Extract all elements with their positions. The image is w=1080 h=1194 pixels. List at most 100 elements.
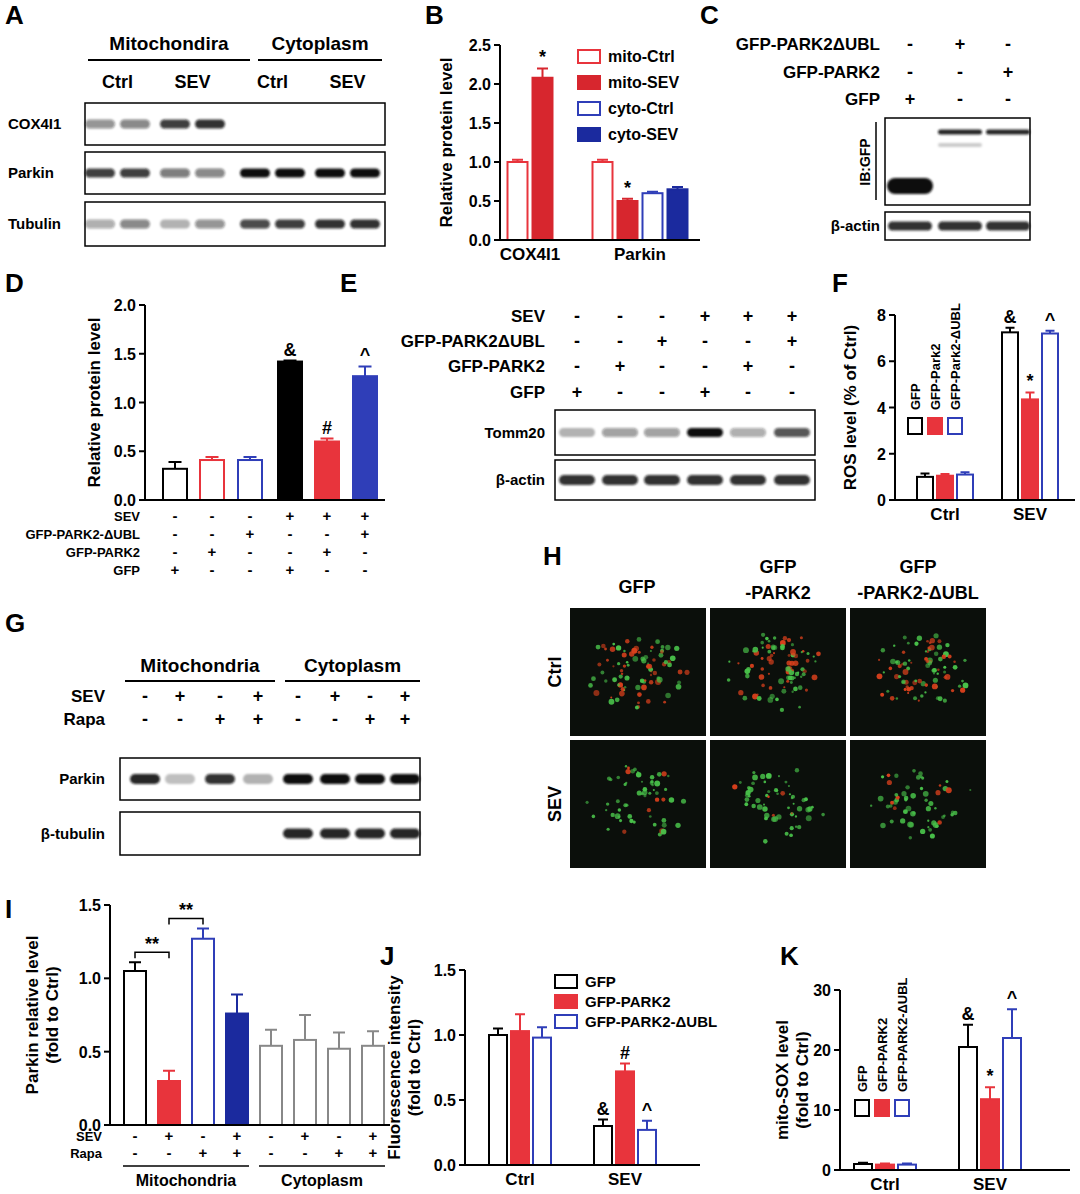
micrograph-signal <box>793 803 795 805</box>
x-axis <box>145 499 385 501</box>
micrograph-signal <box>604 648 607 651</box>
micrograph-signal <box>931 820 936 825</box>
error-bar <box>1026 392 1035 399</box>
condition-sign: - <box>907 34 913 54</box>
column-label: Ctrl <box>257 72 288 92</box>
micrograph-signal <box>960 688 965 693</box>
legend-label: mito-SEV <box>608 74 679 91</box>
micrograph-signal <box>644 679 646 681</box>
micrograph-signal <box>667 663 672 668</box>
tick <box>889 407 895 409</box>
category-label: SEV <box>608 1170 643 1189</box>
micrograph-signal <box>732 784 737 789</box>
condition-sign: - <box>173 525 178 542</box>
legend-label: GFP <box>908 383 923 410</box>
micrograph-signal <box>609 778 612 781</box>
micrograph-signal <box>801 651 803 653</box>
error-bar <box>321 439 334 442</box>
tick <box>494 239 500 241</box>
tick-label: 0.5 <box>469 193 491 210</box>
condition-sign: + <box>787 306 798 326</box>
legend-label: GFP-PARK2 <box>875 1018 890 1092</box>
tick-label: 0.0 <box>114 492 136 509</box>
column-group: Mitochondira <box>109 33 229 54</box>
micrograph-signal <box>646 699 651 704</box>
micrograph-signal <box>738 690 743 695</box>
tick-label: 4 <box>877 400 886 417</box>
condition-sign: - <box>702 356 708 376</box>
condition-sign: - <box>789 382 795 402</box>
micrograph-signal <box>924 799 927 802</box>
bar <box>260 1046 282 1125</box>
condition-sign: + <box>361 507 370 524</box>
blot-frame <box>555 410 815 455</box>
tick <box>139 402 145 404</box>
condition-sign: + <box>323 543 332 560</box>
tick-label: 2.0 <box>469 76 491 93</box>
micrograph-signal <box>625 639 629 643</box>
blot-band <box>275 220 305 229</box>
micrograph-signal <box>785 666 790 671</box>
micrograph-signal <box>617 683 620 686</box>
tick <box>889 314 895 316</box>
tick <box>104 1124 110 1126</box>
tick-label: 0 <box>822 1162 831 1179</box>
bar <box>638 1130 656 1165</box>
micrograph-signal <box>652 658 656 662</box>
micrograph-signal <box>615 697 620 702</box>
micrograph-signal <box>752 650 755 653</box>
blot-band <box>350 169 380 178</box>
panel-letter: D <box>5 268 24 298</box>
tick-label: 1.0 <box>434 1027 456 1044</box>
micrograph-signal <box>653 671 657 675</box>
condition-sign: + <box>165 1127 174 1144</box>
micrograph-signal <box>650 674 652 676</box>
panel-letter: A <box>5 0 24 30</box>
micrograph-signal <box>910 811 916 817</box>
column-group: Mitochondria <box>140 655 260 676</box>
micrograph-signal <box>774 788 778 792</box>
category-label: COX4I1 <box>500 245 560 264</box>
condition-sign: + <box>253 709 264 729</box>
blot-band <box>160 120 190 129</box>
micrograph-signal <box>767 790 770 793</box>
error-bar <box>244 457 257 460</box>
micrograph-signal <box>612 665 614 667</box>
condition-sign: + <box>1003 62 1014 82</box>
micrograph-signal <box>793 687 798 692</box>
group-label: Mitochondria <box>136 1172 237 1189</box>
tick <box>459 969 465 971</box>
blot-band <box>195 169 225 178</box>
condition-sign: + <box>400 709 411 729</box>
micrograph-signal <box>651 784 654 787</box>
axis-title: (fold to Ctrl) <box>405 1019 424 1116</box>
blot-band <box>730 475 766 485</box>
bar <box>200 460 224 500</box>
column-label: SEV <box>174 72 210 92</box>
y-axis <box>464 970 466 1165</box>
tick <box>834 1049 840 1051</box>
micrograph-signal <box>662 823 667 828</box>
condition-sign: - <box>177 709 183 729</box>
micrograph-signal <box>675 823 680 828</box>
error-bar <box>941 474 950 476</box>
tick-label: 1.0 <box>469 154 491 171</box>
micrograph-signal <box>612 677 617 682</box>
condition-sign: + <box>286 561 295 578</box>
micrograph-signal <box>609 699 615 705</box>
micrograph-signal <box>653 823 657 827</box>
micrograph-signal <box>750 664 754 668</box>
plot-area <box>917 328 1058 500</box>
tick <box>889 499 895 501</box>
micrograph-signal <box>665 645 670 650</box>
panel-letter: I <box>5 894 12 924</box>
tick <box>139 499 145 501</box>
error-bar <box>169 462 182 469</box>
micrograph-signal <box>759 674 765 680</box>
micrograph-signal <box>904 796 909 801</box>
micrograph-signal <box>771 646 775 650</box>
micrograph-signal <box>881 648 885 652</box>
legend-swatch <box>578 76 600 89</box>
micrograph-signal <box>775 698 779 702</box>
micrograph-signal <box>910 793 916 799</box>
